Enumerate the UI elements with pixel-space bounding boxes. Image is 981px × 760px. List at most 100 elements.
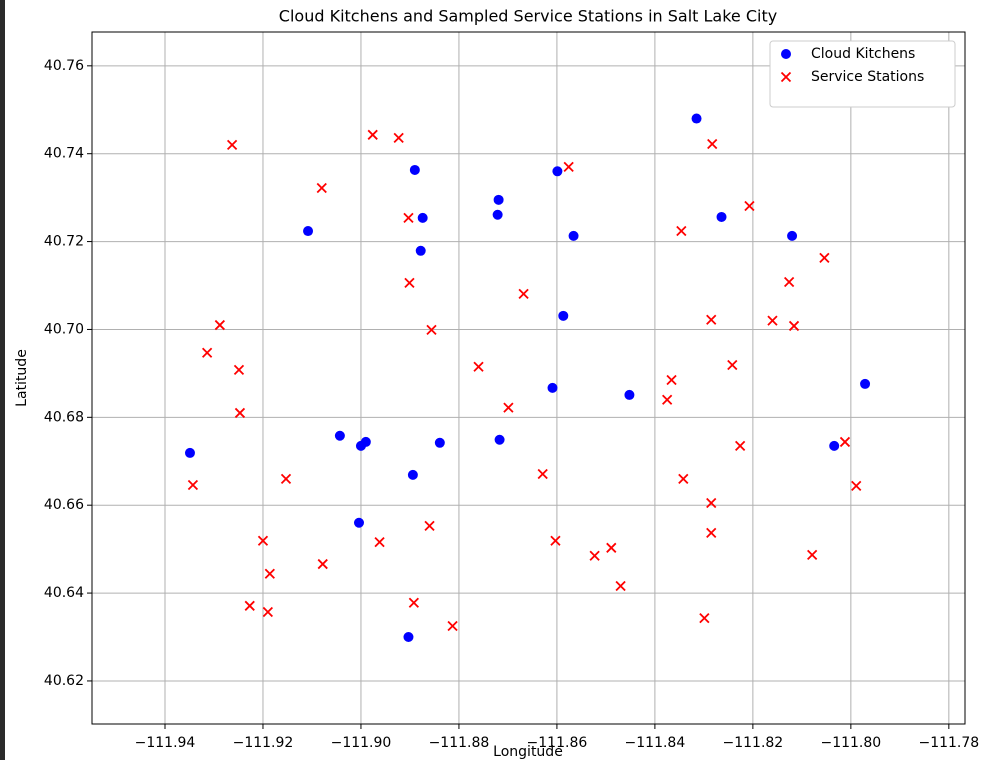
legend-marker — [781, 49, 791, 59]
point — [403, 632, 414, 643]
y-tick-label: 40.70 — [44, 321, 84, 337]
point — [537, 468, 548, 480]
point — [563, 161, 574, 173]
point — [492, 209, 503, 220]
point — [367, 129, 378, 140]
point — [727, 359, 738, 371]
point — [417, 212, 428, 223]
point — [201, 347, 213, 358]
x-tick-label: −111.94 — [135, 735, 196, 751]
x-tick-label: −111.90 — [331, 735, 392, 751]
legend-box — [769, 40, 956, 108]
x-tick-label: −111.84 — [625, 735, 686, 751]
point — [184, 447, 195, 458]
point — [606, 542, 617, 553]
y-tick-label: 40.62 — [44, 673, 84, 689]
point — [691, 113, 702, 124]
point — [426, 324, 437, 336]
y-tick-label: 40.68 — [44, 409, 84, 425]
point — [403, 212, 414, 223]
point — [280, 473, 292, 484]
point — [234, 407, 246, 419]
y-tick-label: 40.72 — [44, 234, 84, 250]
point — [807, 549, 818, 560]
point — [244, 600, 255, 611]
x-tick-label: −111.92 — [233, 735, 294, 751]
legend-label: Cloud Kitchens — [811, 46, 915, 62]
point — [568, 230, 579, 241]
x-tick-label: −111.82 — [723, 735, 784, 751]
x-tick-label: −111.86 — [527, 735, 588, 751]
legend-label: Service Stations — [811, 69, 924, 85]
point — [678, 473, 689, 484]
point — [839, 436, 851, 448]
chart-title: Cloud Kitchens and Sampled Service Stati… — [279, 7, 777, 26]
point — [316, 182, 327, 194]
point — [787, 230, 798, 241]
point — [214, 319, 226, 331]
point — [734, 440, 746, 452]
point — [676, 225, 687, 237]
plot-frame — [91, 31, 966, 725]
x-tick-label: −111.78 — [918, 735, 979, 751]
point — [408, 597, 420, 608]
point — [706, 314, 717, 325]
point — [503, 402, 514, 413]
point — [434, 437, 445, 448]
window-edge — [0, 0, 5, 760]
point — [473, 361, 484, 372]
y-axis-label: Latitude — [14, 349, 30, 407]
point — [409, 164, 420, 175]
point — [257, 535, 269, 546]
point — [547, 382, 558, 393]
point — [615, 580, 626, 592]
point — [334, 430, 345, 441]
point — [407, 469, 418, 480]
point — [706, 527, 717, 539]
point — [860, 378, 871, 389]
y-tick-label: 40.64 — [44, 585, 84, 601]
point — [819, 252, 830, 263]
point — [493, 194, 504, 205]
point — [447, 620, 458, 632]
point — [303, 226, 314, 237]
point — [716, 211, 727, 222]
point — [262, 606, 274, 618]
point — [317, 558, 328, 570]
point — [494, 434, 505, 445]
point — [699, 612, 710, 624]
point — [707, 138, 718, 150]
point — [829, 440, 840, 451]
point — [353, 517, 364, 528]
point — [393, 132, 404, 144]
point — [788, 320, 800, 332]
point — [589, 550, 600, 561]
point — [851, 480, 862, 492]
x-axis-label: Longitude — [493, 744, 563, 760]
point — [374, 536, 385, 548]
y-tick-label: 40.74 — [44, 146, 84, 162]
point — [424, 520, 435, 531]
point — [662, 394, 673, 405]
point — [226, 139, 238, 151]
point — [550, 535, 561, 546]
point — [552, 166, 563, 177]
point — [767, 315, 778, 326]
point — [518, 288, 529, 299]
point — [744, 200, 755, 212]
point — [187, 479, 199, 491]
point — [415, 245, 426, 256]
legend-marker — [780, 71, 792, 83]
y-tick-label: 40.76 — [44, 58, 84, 74]
point — [404, 277, 415, 289]
x-tick-label: −111.88 — [429, 735, 490, 751]
point — [264, 568, 275, 579]
point — [624, 389, 635, 400]
point — [233, 364, 245, 376]
point — [558, 310, 569, 321]
point — [355, 440, 366, 451]
point — [666, 374, 677, 386]
y-tick-label: 40.66 — [44, 497, 84, 513]
